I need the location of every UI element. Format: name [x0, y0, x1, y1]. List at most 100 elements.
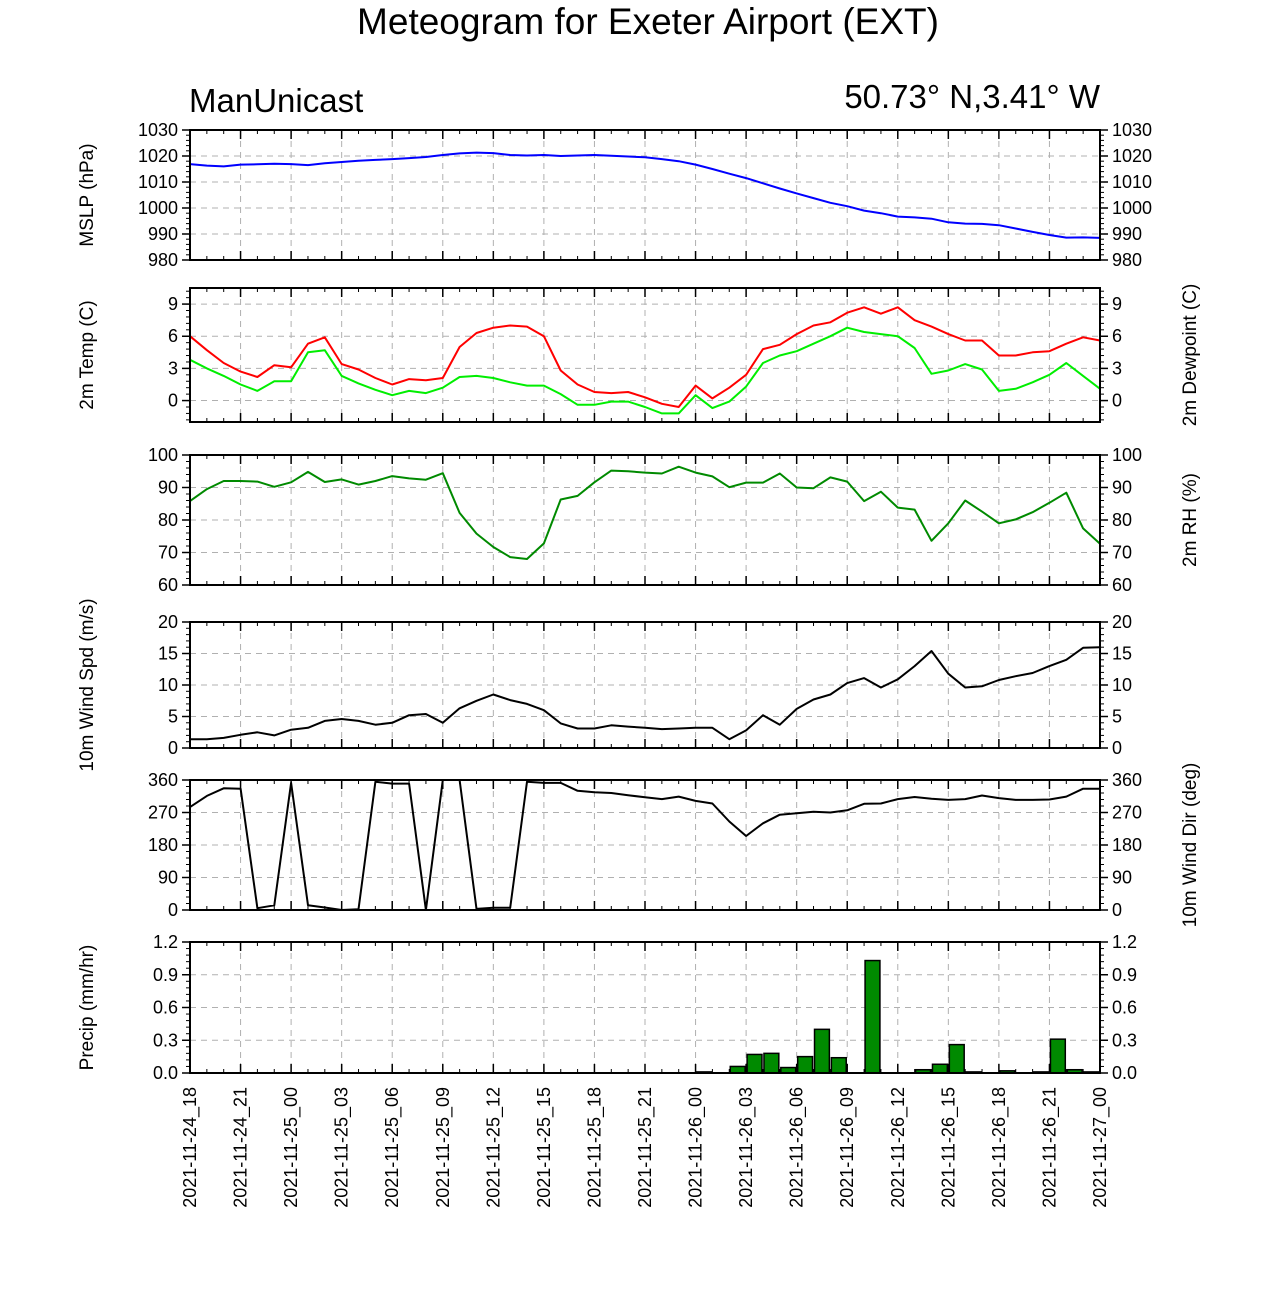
y-tick-label-left: 5 [168, 707, 178, 727]
y-tick-label-right: 1030 [1112, 120, 1152, 140]
x-tick-label: 2021-11-25_15 [534, 1087, 555, 1208]
x-ticks [189, 942, 1101, 1073]
y-tick-label-right: 0 [1112, 900, 1122, 920]
y-tick-label-left: 1000 [138, 198, 178, 218]
y-axis-label-right: 10m Wind Dir (deg) [1180, 763, 1201, 928]
y-tick-label-left: 360 [148, 770, 178, 790]
y-tick-label-left: 100 [148, 445, 178, 465]
y-axis-label-left: Precip (mm/hr) [77, 945, 98, 1071]
series-line-mslp [189, 151, 1101, 239]
x-ticks [189, 780, 1101, 910]
y-ticks [182, 941, 1108, 1074]
y-tick-label-left: 6 [168, 326, 178, 346]
x-tick-label: 2021-11-25_03 [332, 1087, 353, 1208]
y-tick-label-right: 5 [1112, 707, 1122, 727]
gridlines [190, 288, 1100, 422]
y-tick-label-left: 15 [158, 644, 178, 664]
y-tick-label-right: 0.6 [1112, 998, 1137, 1018]
series-line-dewpoint [189, 326, 1101, 415]
y-tick-label-right: 0.9 [1112, 965, 1137, 985]
y-tick-label-right: 990 [1112, 224, 1142, 244]
precip-bar [796, 1055, 814, 1074]
y-tick-label-right: 3 [1112, 358, 1122, 378]
x-tick-label: 2021-11-25_18 [584, 1087, 605, 1208]
precip-bar [830, 1056, 847, 1074]
y-tick-label-right: 1000 [1112, 198, 1152, 218]
panel-rh: 60 60 70 70 80 80 90 90 100 100 2m RH (%) [148, 445, 1201, 595]
precip-bar [746, 1053, 763, 1074]
y-tick-label-right: 0.0 [1112, 1063, 1137, 1083]
series-line-wind-speed [190, 646, 1101, 741]
y-tick-label-left: 0.6 [153, 998, 178, 1018]
precip-bar [948, 1043, 965, 1074]
y-tick-label-right: 15 [1112, 644, 1132, 664]
x-tick-label: 2021-11-24_18 [180, 1087, 201, 1208]
precip-bar [931, 1063, 949, 1074]
panel-precip: 0.0 0.0 0.3 0.3 0.6 0.6 0.9 0.9 1.2 1.2 Precip (mm… [77, 932, 1137, 1083]
y-tick-label-left: 90 [158, 868, 178, 888]
precip-bar [763, 1052, 780, 1074]
x-tick-label: 2021-11-26_03 [736, 1087, 757, 1208]
y-tick-label-right: 360 [1112, 770, 1142, 790]
x-ticks [189, 130, 1101, 260]
x-ticks [189, 455, 1101, 585]
y-tick-label-left: 1010 [138, 172, 178, 192]
y-tick-label-left: 10 [158, 675, 178, 695]
y-tick-label-right: 0.3 [1112, 1030, 1137, 1050]
y-tick-label-left: 20 [158, 612, 178, 632]
y-tick-label-right: 9 [1112, 294, 1122, 314]
y-tick-label-left: 0.3 [153, 1030, 178, 1050]
x-tick-label: 2021-11-27_00 [1090, 1087, 1111, 1208]
gridlines [190, 455, 1100, 585]
location-coordinates: 50.73° N,3.41° W [844, 78, 1101, 115]
x-ticks [189, 622, 1101, 748]
y-tick-label-left: 1030 [138, 120, 178, 140]
y-tick-label-left: 0 [168, 738, 178, 758]
y-ticks [182, 779, 1108, 911]
y-axis-label-left: 10m Wind Spd (m/s) [77, 598, 98, 771]
y-tick-label-left: 90 [158, 478, 178, 498]
y-tick-label-left: 270 [148, 803, 178, 823]
model-name: ManUnicast [189, 82, 363, 119]
y-tick-label-right: 90 [1112, 868, 1132, 888]
y-ticks [182, 621, 1108, 749]
x-axis: 2021-11-24_18 2021-11-24_21 2021-11-25_00 2… [180, 1087, 1111, 1208]
series-line-rh [189, 465, 1101, 560]
y-tick-label-right: 6 [1112, 326, 1122, 346]
y-tick-label-left: 980 [148, 250, 178, 270]
y-tick-label-right: 100 [1112, 445, 1142, 465]
precip-bar [813, 1028, 831, 1074]
y-tick-label-right: 1010 [1112, 172, 1152, 192]
x-tick-label: 2021-11-26_09 [837, 1087, 858, 1208]
y-tick-label-left: 0.9 [153, 965, 178, 985]
x-tick-label: 2021-11-26_21 [1039, 1087, 1060, 1208]
y-tick-label-left: 1.2 [153, 932, 178, 952]
y-tick-label-right: 70 [1112, 543, 1132, 563]
y-tick-label-right: 80 [1112, 510, 1132, 530]
y-ticks [182, 290, 1108, 421]
x-tick-label: 2021-11-26_18 [989, 1087, 1010, 1208]
x-tick-label: 2021-11-25_12 [483, 1087, 504, 1208]
x-tick-label: 2021-11-25_21 [635, 1087, 656, 1208]
x-tick-label: 2021-11-26_12 [888, 1087, 909, 1208]
gridlines [190, 780, 1100, 910]
precip-bar [864, 959, 881, 1074]
y-tick-label-left: 3 [168, 358, 178, 378]
y-ticks [182, 129, 1108, 261]
y-tick-label-right: 60 [1112, 575, 1132, 595]
x-ticks [189, 288, 1101, 422]
y-tick-label-right: 20 [1112, 612, 1132, 632]
y-tick-label-right: 0 [1112, 391, 1122, 411]
y-tick-label-left: 0 [168, 391, 178, 411]
y-tick-label-left: 990 [148, 224, 178, 244]
x-tick-label: 2021-11-26_15 [938, 1087, 959, 1208]
y-tick-label-right: 1020 [1112, 146, 1152, 166]
y-axis-label-right: 2m Dewpoint (C) [1180, 284, 1201, 427]
y-tick-label-left: 0 [168, 900, 178, 920]
panel-wind-speed: 0 0 5 5 10 10 15 15 20 20 10m Wind Spd (m/s) [77, 598, 1132, 771]
y-axis-label-left: 2m Temp (C) [77, 300, 98, 409]
y-tick-label-right: 0 [1112, 738, 1122, 758]
x-tick-label: 2021-11-26_00 [686, 1087, 707, 1208]
y-tick-label-right: 980 [1112, 250, 1142, 270]
